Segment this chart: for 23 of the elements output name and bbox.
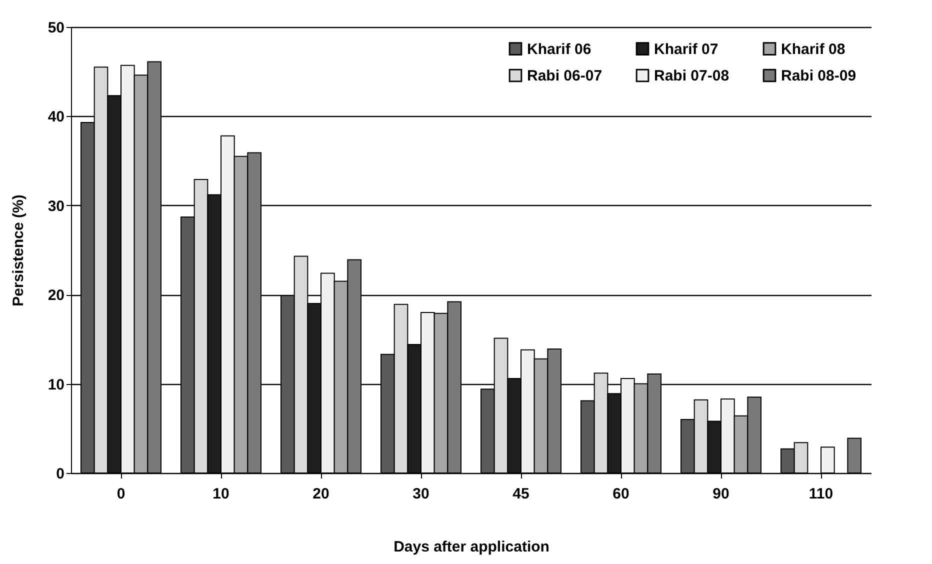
x-tick-label: 90 [712, 486, 730, 502]
legend-label: Kharif 06 [527, 40, 592, 58]
y-tick-label: 20 [48, 287, 64, 304]
x-tick-label: 45 [512, 486, 530, 502]
legend-label: Kharif 08 [781, 40, 846, 58]
y-tick-label: 50 [48, 20, 64, 36]
y-tick-label: 40 [48, 108, 64, 126]
y-axis-title: Persistence (%) [10, 194, 27, 306]
x-tick-label: 60 [612, 486, 630, 502]
y-tick-label: 0 [56, 466, 64, 482]
legend-label: Rabi 08-09 [781, 68, 856, 84]
x-axis-title: Days after application [394, 538, 550, 556]
bar [847, 438, 862, 474]
x-tick-label: 0 [116, 486, 126, 502]
y-tick-label: 10 [48, 376, 64, 394]
x-tick-label: 20 [312, 486, 330, 502]
legend-label: Rabi 06-07 [527, 68, 602, 84]
x-tick-label: 110 [808, 486, 834, 502]
x-tick-label: 30 [412, 486, 430, 502]
y-tick-label: 30 [48, 198, 64, 215]
x-tick-label: 10 [212, 486, 230, 502]
legend-label: Kharif 07 [654, 40, 718, 58]
legend-label: Rabi 07-08 [654, 68, 730, 84]
